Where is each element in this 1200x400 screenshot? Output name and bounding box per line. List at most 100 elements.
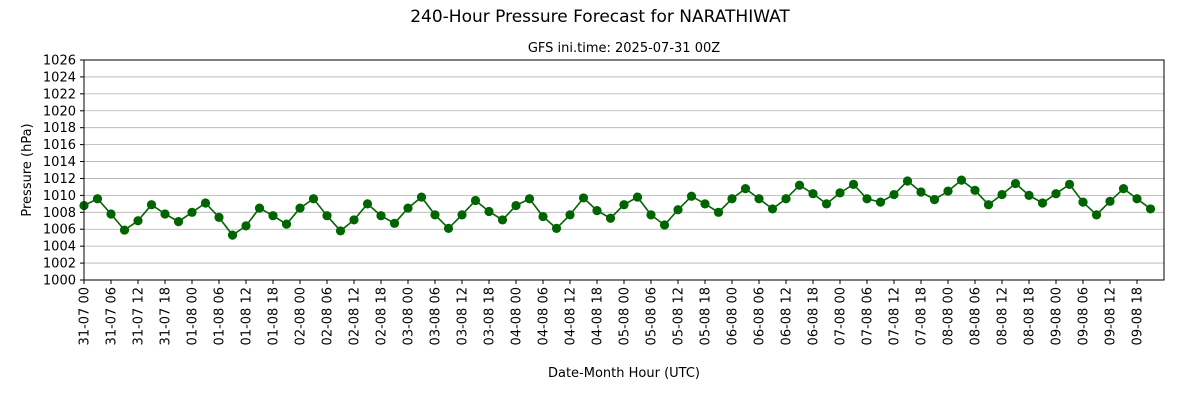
x-tick-label: 09-08 06 xyxy=(1077,287,1092,345)
data-point xyxy=(551,223,562,233)
data-point xyxy=(227,230,238,240)
grid-lines xyxy=(84,59,1164,281)
x-tick-label: 07-08 06 xyxy=(861,287,876,345)
data-point xyxy=(686,191,697,201)
plot-frame xyxy=(83,59,1165,281)
x-axis-ticks: 31-07 00 31-07 06 31-07 12 31-07 18 01-08 00… xyxy=(78,280,1146,345)
y-tick-label: 1024 xyxy=(43,70,76,85)
data-point xyxy=(92,194,103,204)
data-point xyxy=(673,205,683,215)
data-point xyxy=(916,187,926,197)
x-tick-label: 06-08 06 xyxy=(753,287,768,345)
data-point xyxy=(1078,197,1088,207)
data-point xyxy=(511,200,521,211)
x-tick-label: 08-08 18 xyxy=(1023,287,1038,345)
x-tick-label: 03-08 06 xyxy=(429,287,444,345)
data-point xyxy=(754,194,764,204)
data-point xyxy=(902,176,913,186)
data-point xyxy=(619,200,629,210)
pressure-series xyxy=(79,175,1156,240)
x-tick-label: 02-08 12 xyxy=(348,287,363,345)
data-point xyxy=(403,203,413,213)
x-tick-label: 31-07 06 xyxy=(105,287,120,345)
x-tick-label: 07-08 00 xyxy=(834,287,849,345)
data-point xyxy=(740,184,751,194)
data-point xyxy=(1024,190,1034,200)
data-point xyxy=(497,215,508,225)
x-tick-label: 01-08 18 xyxy=(267,287,282,345)
data-point xyxy=(106,209,116,219)
data-point xyxy=(1064,179,1075,189)
x-tick-label: 06-08 18 xyxy=(807,287,822,345)
data-point xyxy=(605,213,616,223)
data-point xyxy=(308,194,319,204)
data-point xyxy=(592,206,602,216)
x-tick-label: 04-08 00 xyxy=(510,287,525,345)
data-point xyxy=(187,207,197,217)
x-tick-label: 07-08 18 xyxy=(915,287,930,345)
data-point xyxy=(268,211,278,221)
y-tick-label: 1020 xyxy=(43,104,76,119)
data-point xyxy=(781,194,791,204)
x-tick-label: 04-08 18 xyxy=(591,287,606,345)
data-point xyxy=(1091,210,1102,220)
x-tick-label: 31-07 12 xyxy=(132,287,147,345)
x-tick-label: 06-08 12 xyxy=(780,287,795,345)
data-point xyxy=(970,185,980,195)
x-tick-label: 01-08 06 xyxy=(213,287,228,345)
x-tick-label: 02-08 18 xyxy=(375,287,390,345)
x-tick-label: 02-08 06 xyxy=(321,287,336,345)
data-point xyxy=(470,195,481,206)
data-point xyxy=(727,194,737,204)
x-tick-label: 05-08 00 xyxy=(618,287,633,345)
y-tick-label: 1012 xyxy=(43,172,76,187)
x-tick-label: 08-08 12 xyxy=(996,287,1011,345)
data-point xyxy=(875,197,886,207)
data-point xyxy=(524,194,535,204)
data-point xyxy=(929,195,940,205)
y-axis-ticks: 1000 1002 1004 1006 1008 1010 1012 1014 1016 1018… xyxy=(43,54,84,289)
data-point xyxy=(632,192,643,202)
data-point xyxy=(767,204,778,214)
data-point xyxy=(160,209,170,219)
y-tick-label: 1026 xyxy=(43,54,76,69)
data-point xyxy=(1105,196,1115,206)
y-axis-label: Pressure (hPa) xyxy=(20,123,35,216)
x-tick-label: 31-07 00 xyxy=(78,287,93,345)
data-point xyxy=(889,189,899,200)
y-tick-label: 1014 xyxy=(43,155,76,170)
x-tick-label: 03-08 00 xyxy=(402,287,417,345)
data-point xyxy=(254,203,265,213)
data-point xyxy=(1145,204,1156,214)
x-tick-label: 03-08 18 xyxy=(483,287,498,345)
y-tick-label: 1000 xyxy=(43,274,76,289)
y-tick-label: 1022 xyxy=(43,87,76,102)
x-tick-label: 05-08 06 xyxy=(645,287,660,345)
data-point xyxy=(133,216,143,226)
x-tick-label: 08-08 00 xyxy=(942,287,957,345)
x-tick-label: 09-08 18 xyxy=(1131,287,1146,345)
data-point xyxy=(457,210,467,220)
data-point xyxy=(997,189,1007,200)
data-point xyxy=(335,226,346,236)
x-axis-label: Date-Month Hour (UTC) xyxy=(548,366,700,381)
data-point xyxy=(713,207,724,217)
x-tick-label: 05-08 18 xyxy=(699,287,714,345)
y-tick-label: 1004 xyxy=(43,240,76,255)
data-point xyxy=(578,193,589,203)
chart-subtitle: GFS ini.time: 2025-07-31 00Z xyxy=(528,41,720,56)
x-tick-label: 04-08 12 xyxy=(564,287,579,345)
data-point xyxy=(794,180,805,190)
data-point xyxy=(295,203,305,213)
x-tick-label: 05-08 12 xyxy=(672,287,687,345)
data-point xyxy=(389,218,400,228)
data-point xyxy=(943,186,953,196)
y-tick-label: 1010 xyxy=(43,189,76,204)
data-point xyxy=(200,198,211,208)
x-tick-label: 06-08 00 xyxy=(726,287,741,345)
data-point xyxy=(241,221,251,231)
x-tick-label: 08-08 06 xyxy=(969,287,984,345)
y-tick-label: 1016 xyxy=(43,138,76,153)
data-point xyxy=(1051,189,1061,199)
